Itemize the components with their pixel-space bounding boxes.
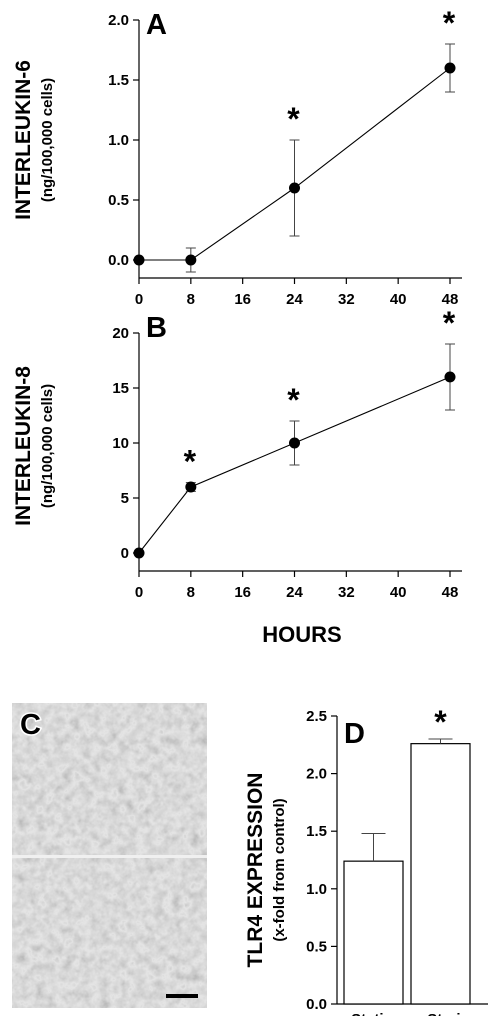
panel-a-ytick-label-3: 1.5 [108,72,129,89]
panel-a-ytick-label-4: 2.0 [108,12,129,29]
panel-d-category-label-1: Strain [427,1011,470,1016]
panel-b-significance-3: * [443,305,456,341]
panel-a: A INTERLEUKIN-6 (ng/100,000 cells) 0.00.… [12,5,462,308]
panel-a-significance-3: * [443,5,456,41]
panel-d-ytick-label-0: 0.0 [306,996,327,1013]
panel-d-ytick-label-2: 1.0 [306,881,327,898]
panel-b-xtick-label-3: 24 [286,584,303,601]
panel-a-plot: 0.0 0.5 1.0 1.5 2.0 0 8 16 24 32 40 48 * * [108,5,462,308]
panel-b-xtick-label-1: 8 [187,584,195,601]
panel-a-xtick-label-2: 16 [234,291,251,308]
panel-a-xtick-label-1: 8 [187,291,195,308]
panel-d-category-label-0: Static [351,1011,392,1016]
panel-b-label: B [146,312,167,344]
panel-b-ylabel-sub: (ng/100,000 cells) [39,384,56,508]
panel-d-ytick-label-3: 1.5 [306,823,327,840]
panel-b-point-1 [185,481,197,493]
panel-a-xtick-label-0: 0 [135,291,143,308]
scale-bar [166,994,198,998]
panel-d-bar-static [343,860,404,1005]
panel-a-ytick-label-1: 0.5 [108,192,129,209]
panel-a-ylabel-sub: (ng/100,000 cells) [39,78,56,202]
panel-b-xtick-label-2: 16 [234,584,251,601]
panel-b-ytick-label-3: 15 [112,380,129,397]
panel-a-point-1 [185,254,197,266]
panel-a-point-0 [133,254,145,266]
panel-b-plot: 0 5 10 15 20 0 8 16 24 32 40 48 * * * [112,305,462,601]
panel-d-significance-1: * [434,704,447,740]
panel-a-label: A [146,9,167,41]
panel-d-plot: 0.0 0.5 1.0 1.5 2.0 2.5 Static * Strain [306,704,488,1016]
panel-b-ytick-label-4: 20 [112,325,129,342]
panel-c: C [12,703,207,1008]
panel-a-point-3 [444,62,456,74]
panel-a-ytick-label-0: 0.0 [108,252,129,269]
panel-b-point-2 [289,437,300,449]
panel-d-ylabel: TLR4 EXPRESSION [244,773,267,968]
panel-a-xtick-label-6: 48 [442,291,459,308]
x-axis-title: HOURS [262,622,341,647]
panel-a-ylabel: INTERLEUKIN-6 [12,60,35,220]
panel-a-ytick-label-2: 1.0 [108,132,129,149]
panel-b-xtick-label-0: 0 [135,584,143,601]
panel-b: B INTERLEUKIN-8 (ng/100,000 cells) 0 5 10 1… [12,305,462,601]
panel-d-ytick-label-4: 2.0 [306,766,327,783]
panel-a-xtick-label-3: 24 [286,291,303,308]
panel-b-ytick-label-2: 10 [112,435,129,452]
panel-a-significance-2: * [287,101,300,137]
panel-b-point-0 [133,547,145,559]
micrograph-bottom [12,858,207,1008]
panel-d-ytick-label-1: 0.5 [306,938,327,955]
panel-a-xtick-label-5: 40 [390,291,407,308]
panel-c-label: C [20,709,41,741]
micrograph-top [12,703,207,855]
panel-a-series-line [139,67,451,261]
panel-d-label: D [344,718,365,750]
panel-b-significance-2: * [287,382,300,418]
panel-a-point-2 [289,182,300,194]
panel-d-ytick-label-5: 2.5 [306,708,327,725]
panel-b-xtick-label-5: 40 [390,584,407,601]
panel-b-ytick-label-1: 5 [121,490,129,507]
panel-b-ytick-label-0: 0 [121,545,129,562]
panel-d-ylabel-sub: (x-fold from control) [271,798,288,941]
panel-b-ylabel: INTERLEUKIN-8 [12,366,35,526]
panel-a-xtick-label-4: 32 [338,291,355,308]
panel-b-xtick-label-6: 48 [442,584,459,601]
panel-b-series-line [138,376,451,554]
panel-d-bar-strain [410,743,471,1005]
panel-b-point-3 [444,371,456,383]
micrograph-divider [12,855,207,858]
panel-d: D TLR4 EXPRESSION (x-fold from control) … [244,704,488,1016]
panel-b-significance-1: * [184,444,197,480]
panel-b-xtick-label-4: 32 [338,584,355,601]
